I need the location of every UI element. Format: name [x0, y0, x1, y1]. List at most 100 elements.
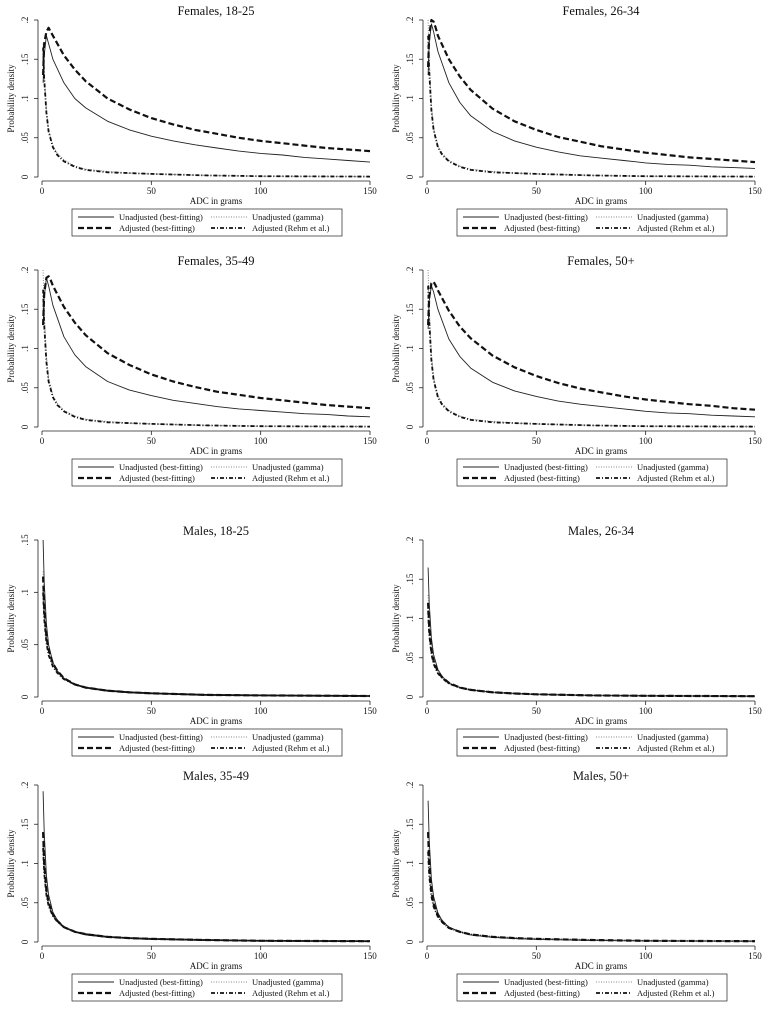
- x-tick-label: 50: [147, 706, 157, 716]
- series-line-dashdot: [427, 851, 756, 943]
- series-line-dotted: [427, 835, 756, 942]
- legend: Unadjusted (best-fitting) Unadjusted (gam…: [71, 728, 343, 757]
- x-tick-label: 100: [639, 436, 653, 446]
- y-tick-label: .1: [20, 345, 30, 352]
- legend: Unadjusted (best-fitting) Unadjusted (gam…: [456, 973, 728, 1002]
- x-tick-label: 100: [639, 706, 653, 716]
- y-tick-label: .1: [20, 860, 30, 867]
- chart-panel-7: Males, 35-49 0 .05 .1 .15 .2 0 50 100 150 ADC in g…: [6, 769, 377, 1002]
- x-tick-label: 150: [363, 706, 377, 716]
- y-tick-label: .15: [20, 53, 30, 65]
- chart-panel-6: Males, 26-34 0 .05 .1 .15 .2 0 50 100 150 ADC in g…: [391, 524, 762, 757]
- y-tick-label: .05: [20, 897, 30, 909]
- legend-label: Adjusted (best-fitting): [504, 223, 580, 233]
- x-tick-label: 100: [254, 186, 268, 196]
- series-line-dotted: [427, 594, 756, 697]
- legend-label: Adjusted (best-fitting): [119, 988, 195, 998]
- series-line-dotted: [427, 269, 756, 428]
- legend-label: Adjusted (best-fitting): [119, 743, 195, 753]
- x-tick-label: 0: [425, 436, 430, 446]
- legend-label: Adjusted (best-fitting): [504, 988, 580, 998]
- y-tick-label: .15: [405, 303, 415, 315]
- x-axis-label: ADC in grams: [190, 961, 243, 971]
- legend-label: Adjusted (best-fitting): [119, 473, 195, 483]
- y-tick-label: .05: [20, 639, 30, 651]
- legend-label: Unadjusted (gamma): [252, 732, 324, 742]
- legend-label: Adjusted (Rehm et al.): [252, 473, 330, 483]
- chart-title: Females, 18-25: [177, 4, 254, 18]
- series-line-dotted: [42, 269, 371, 428]
- series-line-solid: [427, 23, 756, 169]
- x-tick-label: 50: [532, 951, 542, 961]
- series-line-solid: [42, 277, 371, 418]
- x-tick-label: 0: [40, 436, 45, 446]
- y-tick-label: .15: [20, 818, 30, 830]
- chart-title: Males, 50+: [573, 769, 629, 783]
- legend-label: Adjusted (Rehm et al.): [637, 988, 715, 998]
- y-tick-label: .05: [405, 897, 415, 909]
- legend-box: [456, 728, 728, 757]
- x-tick-label: 150: [748, 951, 762, 961]
- legend-box: [71, 728, 343, 757]
- series-line-dashed: [427, 602, 756, 698]
- series-line-dashed: [42, 275, 371, 410]
- series-line-dashed: [42, 832, 371, 943]
- series-line-dotted: [42, 43, 371, 178]
- y-tick-label: 0: [20, 174, 30, 179]
- series-line-dashdot: [427, 610, 756, 698]
- series-line-dotted: [42, 571, 371, 697]
- legend-label: Unadjusted (best-fitting): [119, 977, 203, 987]
- legend-label: Adjusted (Rehm et al.): [252, 988, 330, 998]
- series-line-dashed: [42, 576, 371, 698]
- y-axis-label: Probability density: [391, 314, 401, 383]
- legend-label: Unadjusted (gamma): [637, 732, 709, 742]
- legend-label: Unadjusted (best-fitting): [504, 462, 588, 472]
- legend: Unadjusted (best-fitting) Unadjusted (gam…: [456, 458, 728, 487]
- chart-title: Females, 50+: [567, 254, 634, 268]
- x-tick-label: 150: [748, 706, 762, 716]
- y-tick-label: 0: [405, 694, 415, 699]
- y-tick-label: .1: [405, 615, 415, 622]
- legend-label: Unadjusted (best-fitting): [504, 977, 588, 987]
- x-tick-label: 50: [532, 186, 542, 196]
- x-tick-label: 50: [532, 706, 542, 716]
- y-tick-label: .2: [405, 267, 415, 274]
- legend-label: Unadjusted (gamma): [252, 212, 324, 222]
- legend: Unadjusted (best-fitting) Unadjusted (gam…: [456, 728, 728, 757]
- legend-label: Unadjusted (best-fitting): [504, 212, 588, 222]
- y-axis-label: Probability density: [6, 584, 16, 653]
- legend-label: Unadjusted (best-fitting): [119, 732, 203, 742]
- chart-panel-3: Females, 35-49 0 .05 .1 .15 .2 0 50 100 150 ADC in…: [6, 254, 377, 487]
- legend-box: [71, 458, 343, 487]
- legend-label: Unadjusted (gamma): [637, 977, 709, 987]
- series-line-solid: [427, 567, 756, 697]
- series-line-dashdot: [427, 285, 756, 428]
- x-tick-label: 0: [425, 706, 430, 716]
- series-line-solid: [42, 791, 371, 942]
- chart-title: Males, 26-34: [568, 524, 635, 538]
- y-axis-label: Probability density: [6, 314, 16, 383]
- y-tick-label: .2: [20, 782, 30, 789]
- x-tick-label: 100: [254, 706, 268, 716]
- chart-title: Females, 35-49: [177, 254, 254, 268]
- legend-label: Unadjusted (gamma): [637, 462, 709, 472]
- y-tick-label: .1: [20, 589, 30, 596]
- x-tick-label: 50: [532, 436, 542, 446]
- y-tick-label: 0: [20, 939, 30, 944]
- y-tick-label: 0: [405, 424, 415, 429]
- x-tick-label: 50: [147, 436, 157, 446]
- legend: Unadjusted (best-fitting) Unadjusted (gam…: [71, 973, 343, 1002]
- x-axis-label: ADC in grams: [190, 716, 243, 726]
- y-tick-label: .2: [405, 537, 415, 544]
- y-tick-label: 0: [405, 939, 415, 944]
- legend-label: Unadjusted (best-fitting): [119, 462, 203, 472]
- legend-label: Unadjusted (best-fitting): [504, 732, 588, 742]
- legend-label: Adjusted (best-fitting): [504, 473, 580, 483]
- y-tick-label: 0: [405, 174, 415, 179]
- y-tick-label: .15: [405, 818, 415, 830]
- series-line-solid: [427, 285, 756, 418]
- x-axis-label: ADC in grams: [190, 196, 243, 206]
- chart-title: Males, 18-25: [183, 524, 249, 538]
- y-tick-label: .15: [405, 53, 415, 65]
